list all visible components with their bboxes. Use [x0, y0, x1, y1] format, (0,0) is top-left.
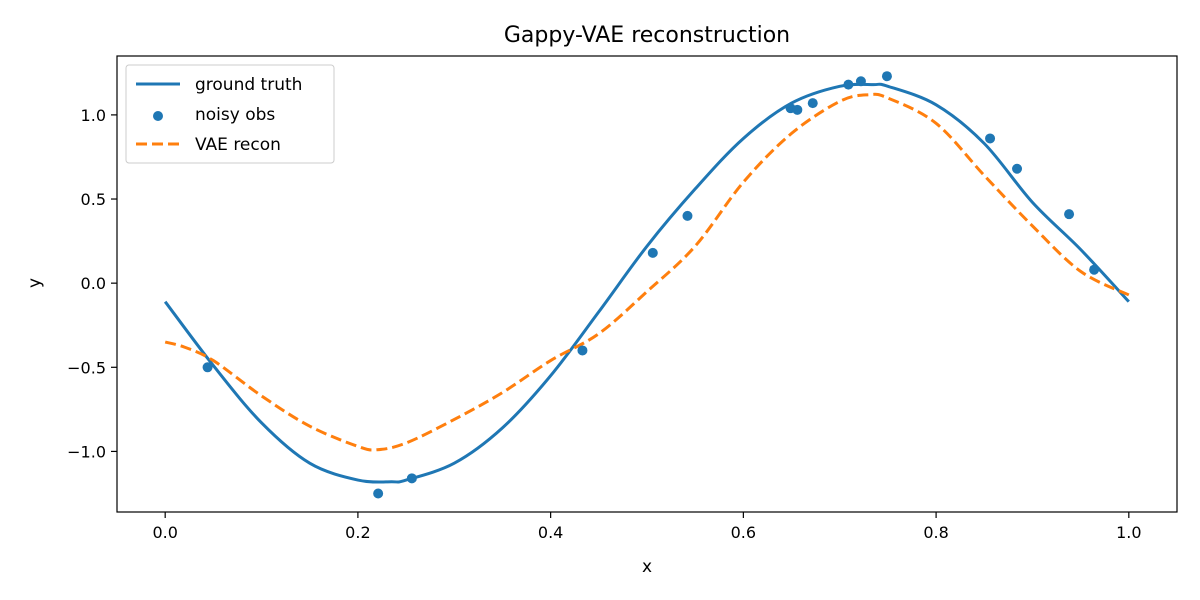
legend: ground truth noisy obs VAE recon	[125, 64, 335, 164]
y-axis-label: y	[25, 278, 45, 288]
y-tick-label: 0.5	[81, 190, 106, 209]
y-tick-label: 1.0	[81, 106, 106, 125]
y-tick-label: −1.0	[67, 442, 106, 461]
ground-truth-line	[163, 82, 1130, 484]
x-axis-label: x	[642, 557, 652, 577]
noisy-obs-point	[792, 104, 803, 115]
x-tick-label: 0.8	[923, 523, 948, 542]
axis-ticks: 0.0 0.2 0.4 0.6 0.8 1.0 −1.0 −0.5 0.0 0.5 1.0	[67, 106, 1141, 542]
noisy-obs-point	[202, 362, 213, 373]
x-tick-label: 1.0	[1116, 523, 1141, 542]
noisy-obs-point	[881, 71, 892, 82]
noisy-obs-point	[1089, 264, 1100, 275]
noisy-obs-point	[807, 98, 818, 109]
legend-box	[125, 64, 335, 164]
noisy-obs-point	[406, 473, 417, 484]
noisy-obs-point	[373, 488, 384, 499]
x-tick-label: 0.0	[152, 523, 177, 542]
x-tick-label: 0.2	[345, 523, 370, 542]
noisy-obs-point	[577, 345, 588, 356]
axes-frame	[116, 55, 1178, 513]
vae-recon-line	[164, 92, 1130, 452]
x-tick-label: 0.6	[731, 523, 756, 542]
noisy-obs-point	[855, 76, 866, 87]
y-tick-label: −0.5	[67, 358, 106, 377]
noisy-obs-point	[843, 79, 854, 90]
legend-swatch-noisy-obs	[153, 111, 163, 121]
noisy-obs-point	[985, 133, 996, 144]
chart-title: Gappy-VAE reconstruction	[504, 23, 790, 48]
noisy-obs-point	[1012, 163, 1023, 174]
legend-label: VAE recon	[195, 135, 281, 155]
noisy-obs-point	[647, 247, 658, 258]
plot-area	[163, 71, 1130, 499]
x-tick-label: 0.4	[538, 523, 563, 542]
legend-label: ground truth	[195, 75, 302, 95]
noisy-obs-point	[1064, 209, 1075, 220]
noisy-obs-point	[682, 210, 693, 221]
y-tick-label: 0.0	[81, 274, 106, 293]
legend-label: noisy obs	[195, 105, 275, 125]
